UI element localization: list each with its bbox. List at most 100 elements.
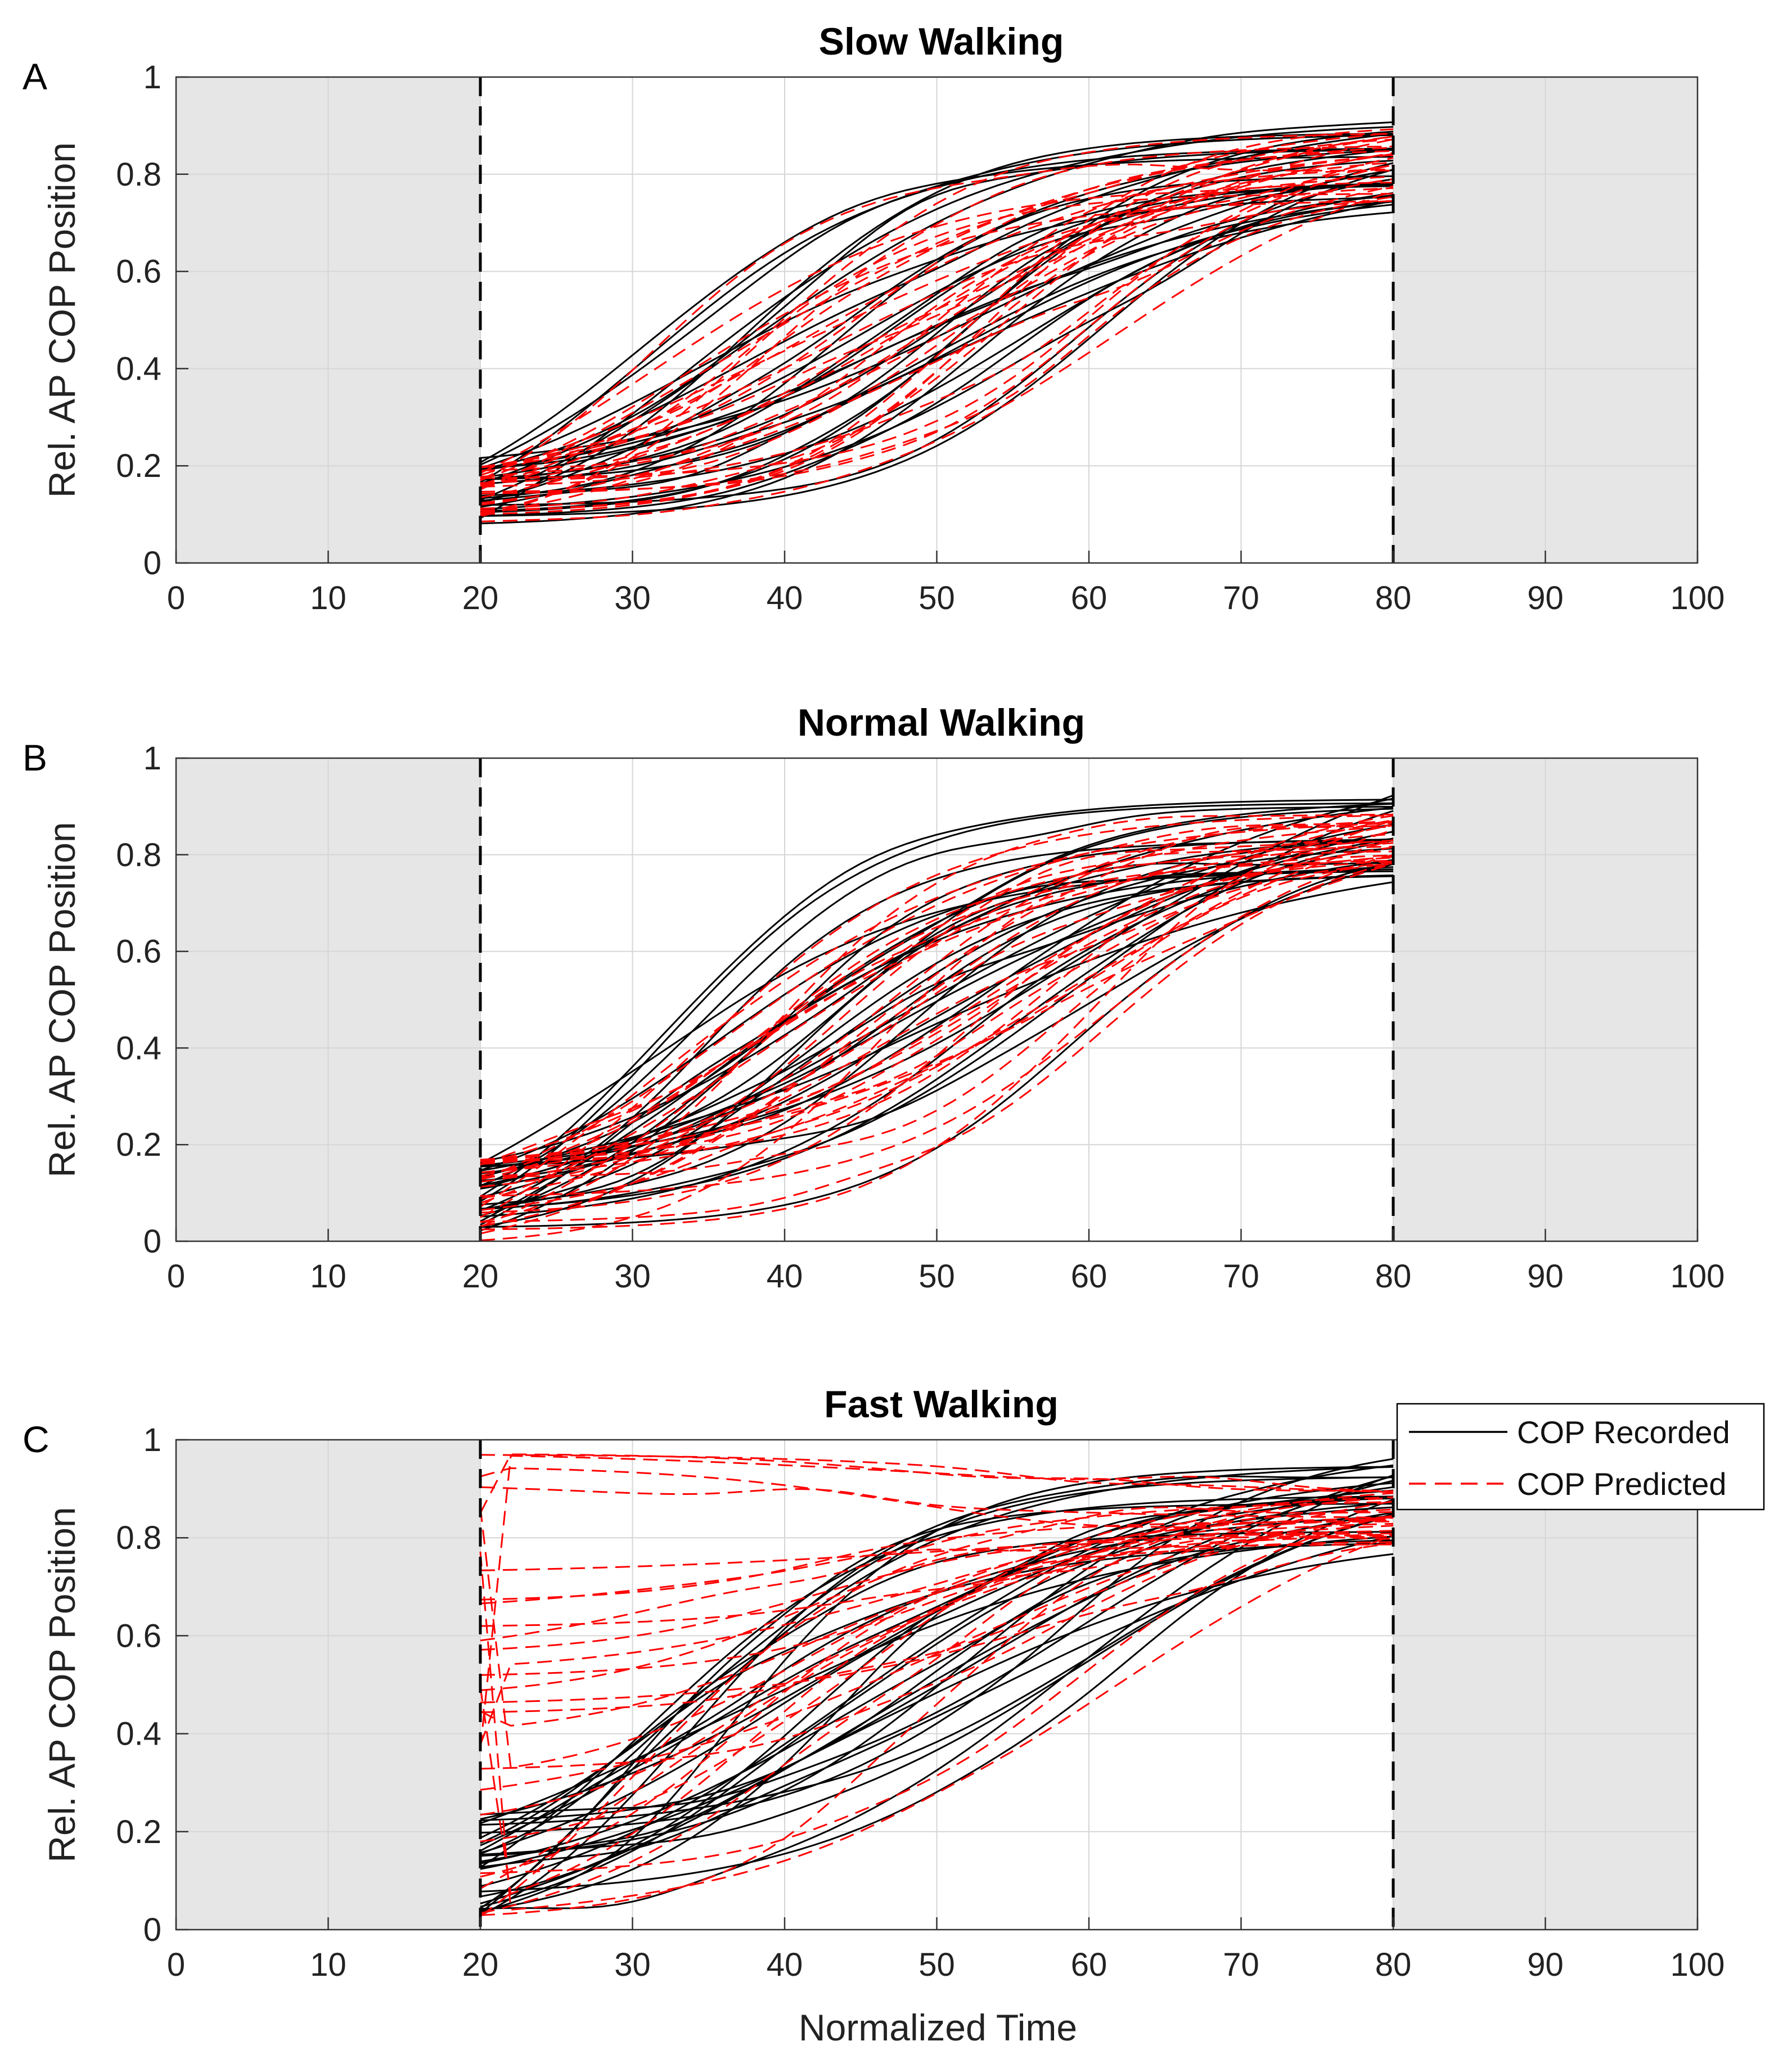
predicted-trial-line — [480, 855, 1394, 1174]
y-tick-label: 0.6 — [116, 1618, 161, 1654]
recorded-trial-line — [480, 185, 1394, 480]
predicted-trial-line — [480, 161, 1394, 484]
predicted-trial-line — [479, 1453, 1394, 1513]
recorded-trial-line — [480, 831, 1394, 1190]
recorded-trial-line — [480, 848, 1394, 1211]
y-tick-label: 0.8 — [116, 156, 161, 193]
x-tick-label: 90 — [1527, 1258, 1564, 1295]
x-tick-label: 80 — [1375, 580, 1412, 616]
panel-title: Fast Walking — [824, 1383, 1059, 1426]
recorded-trial-line — [480, 1474, 1394, 1910]
predicted-trial-line — [480, 829, 1394, 1178]
x-tick-label: 50 — [918, 580, 955, 616]
recorded-trial-line — [480, 1495, 1394, 1846]
predicted-trial-line — [480, 846, 1394, 1174]
recorded-trial-line — [480, 839, 1394, 1210]
x-tick-label: 100 — [1671, 1258, 1725, 1295]
panel-a: 0 10 20 30 40 50 60 70 80 90 100 0 0.2 0.4 0.6 0.8 1 Slow… — [22, 20, 1725, 616]
x-tick-label: 20 — [462, 1947, 499, 1983]
recorded-trial-line — [480, 1466, 1394, 1913]
recorded-trial-line — [480, 162, 1394, 517]
x-tick-label: 0 — [167, 1947, 185, 1983]
predicted-trial-line — [480, 841, 1394, 1188]
y-tick-label: 0.2 — [116, 1814, 161, 1850]
recorded-trial-line — [480, 133, 1394, 504]
x-tick-label: 30 — [614, 1258, 651, 1295]
series-cop-predicted — [480, 813, 1394, 1241]
predicted-trial-line — [480, 178, 1394, 493]
recorded-trial-line — [480, 1515, 1394, 1826]
recorded-trial-line — [480, 194, 1394, 471]
predicted-trial-line — [480, 1515, 1394, 1713]
panel-b: 0 10 20 30 40 50 60 70 80 90 100 0 0.2 0.4 0.6 0.8 1 Norm… — [22, 701, 1725, 1295]
predicted-trial-line — [480, 825, 1394, 1165]
predicted-trial-line — [480, 133, 1394, 488]
predicted-trial-line — [480, 854, 1394, 1228]
recorded-trial-line — [480, 798, 1394, 1182]
recorded-trial-line — [480, 881, 1394, 1172]
y-tick-label: 0.6 — [116, 934, 161, 970]
predicted-trial-line — [480, 862, 1394, 1223]
predicted-trial-line — [480, 190, 1394, 522]
x-tick-label: 10 — [310, 1258, 346, 1295]
predicted-trial-line — [480, 1486, 1394, 1519]
y-tick-label: 0.2 — [116, 1127, 161, 1163]
predicted-trial-line — [480, 175, 1394, 515]
x-tick-label: 80 — [1375, 1947, 1412, 1983]
panel-c: 0 10 20 30 40 50 60 70 80 90 100 0 0.2 0.4 0.6 0.8 1 Fast… — [22, 1383, 1725, 1983]
recorded-trial-line — [480, 192, 1394, 497]
recorded-trial-line — [480, 1498, 1394, 1893]
predicted-trial-line — [480, 193, 1394, 517]
predicted-trial-line — [480, 1454, 1394, 1493]
x-tick-label: 70 — [1223, 1947, 1259, 1983]
recorded-trial-line — [480, 808, 1394, 1174]
predicted-trial-line — [480, 1497, 1394, 1916]
predicted-trial-line — [480, 854, 1394, 1197]
predicted-trial-line — [480, 200, 1394, 481]
predicted-trial-line — [480, 157, 1394, 479]
y-tick-label: 0.4 — [116, 350, 161, 387]
x-tick-label: 60 — [1071, 1947, 1107, 1983]
predicted-trial-line — [480, 1533, 1394, 1816]
x-tick-label: 10 — [310, 580, 346, 616]
x-tick-label: 70 — [1223, 1258, 1259, 1295]
recorded-trial-line — [480, 1486, 1394, 1864]
x-tick-label: 50 — [918, 1258, 955, 1295]
predicted-trial-line — [480, 822, 1394, 1208]
predicted-trial-line — [480, 814, 1394, 1163]
predicted-trial-line — [480, 1542, 1394, 1704]
predicted-trial-line — [480, 1522, 1394, 1676]
predicted-trial-line — [480, 146, 1394, 486]
predicted-trial-line — [480, 168, 1394, 472]
y-tick-label: 1 — [143, 59, 161, 96]
x-tick-label: 80 — [1375, 1258, 1412, 1295]
y-tick-label: 0 — [143, 1912, 161, 1948]
x-tick-label: 90 — [1527, 1947, 1564, 1983]
recorded-trial-line — [480, 148, 1394, 481]
x-tick-label: 90 — [1527, 580, 1564, 616]
x-tick-label: 20 — [462, 580, 499, 616]
recorded-trial-line — [480, 134, 1394, 466]
predicted-trial-line — [480, 138, 1394, 478]
predicted-trial-line — [480, 1500, 1394, 1791]
x-tick-label: 30 — [614, 1947, 651, 1983]
y-tick-label: 0 — [143, 1223, 161, 1260]
series-cop-predicted — [479, 1453, 1394, 1917]
recorded-trial-line — [480, 799, 1394, 1197]
predicted-trial-line — [480, 814, 1394, 1218]
recorded-trial-line — [480, 837, 1394, 1187]
predicted-trial-line — [480, 813, 1394, 1223]
x-tick-label: 30 — [614, 580, 651, 616]
predicted-trial-line — [480, 128, 1394, 511]
predicted-trial-line — [480, 1506, 1394, 1917]
predicted-trial-line — [480, 136, 1394, 504]
predicted-trial-line — [479, 1534, 1394, 1911]
x-tick-label: 0 — [167, 1258, 185, 1295]
predicted-trial-line — [480, 821, 1394, 1181]
y-tick-label: 0.8 — [116, 1520, 161, 1556]
y-tick-label: 0.6 — [116, 254, 161, 290]
legend-recorded-label: COP Recorded — [1517, 1414, 1730, 1450]
y-tick-label: 1 — [143, 1422, 161, 1458]
x-tick-label: 70 — [1223, 580, 1259, 616]
